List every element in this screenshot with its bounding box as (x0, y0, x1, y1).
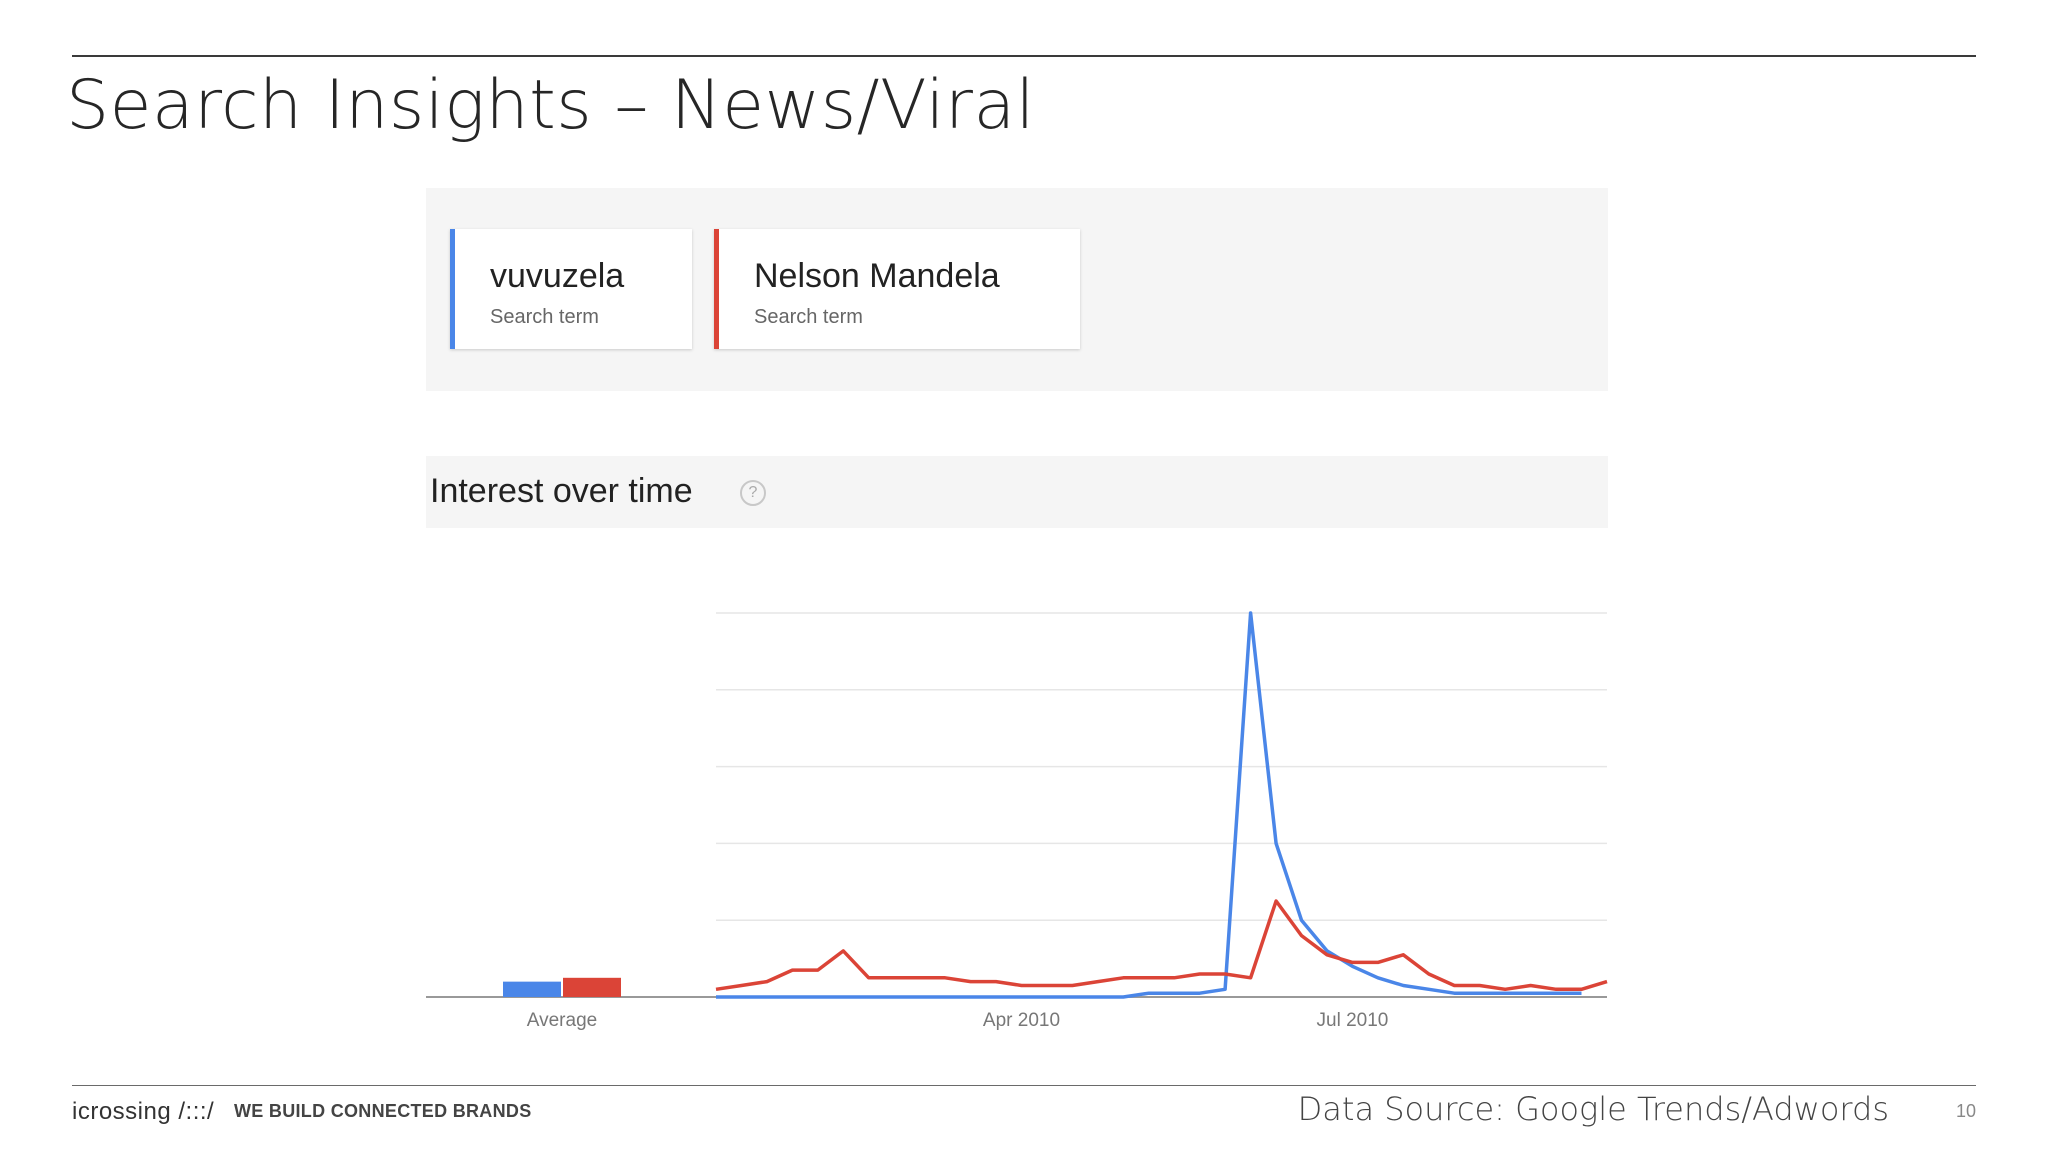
footer-logo: icrossing /:::/ (72, 1098, 215, 1125)
average-bar (563, 977, 621, 997)
x-tick-label: Average (527, 1010, 597, 1031)
average-bar (503, 981, 561, 997)
interest-over-time-header: Interest over time ? (426, 456, 1608, 528)
help-icon[interactable]: ? (740, 480, 766, 506)
slide-title: Search Insights – News/Viral (66, 66, 1036, 145)
footer-tagline: WE BUILD CONNECTED BRANDS (234, 1101, 532, 1121)
x-tick-label: Apr 2010 (983, 1010, 1060, 1031)
search-term-card-nelson-mandela[interactable]: Nelson Mandela Search term (714, 229, 1080, 349)
search-term-card-vuvuzela[interactable]: vuvuzela Search term (450, 229, 692, 349)
series-color-bar (450, 229, 455, 349)
x-tick-label: Jul 2010 (1317, 1010, 1389, 1031)
page-number: 10 (1955, 1101, 1976, 1121)
series-line (715, 899, 1608, 992)
search-term-name: vuvuzela (490, 257, 625, 295)
interest-over-time-title: Interest over time (430, 472, 693, 510)
search-terms-panel: vuvuzela Search term Nelson Mandela Sear… (426, 188, 1608, 391)
series-line (716, 611, 1582, 999)
search-term-subtitle: Search term (754, 306, 863, 328)
series-color-bar (714, 229, 719, 349)
data-source-note: Data Source: Google Trends/Adwords (1297, 1090, 1889, 1128)
search-term-name: Nelson Mandela (754, 257, 1000, 295)
search-term-subtitle: Search term (490, 306, 599, 328)
bottom-rule (72, 1085, 1976, 1086)
top-rule (72, 55, 1976, 57)
